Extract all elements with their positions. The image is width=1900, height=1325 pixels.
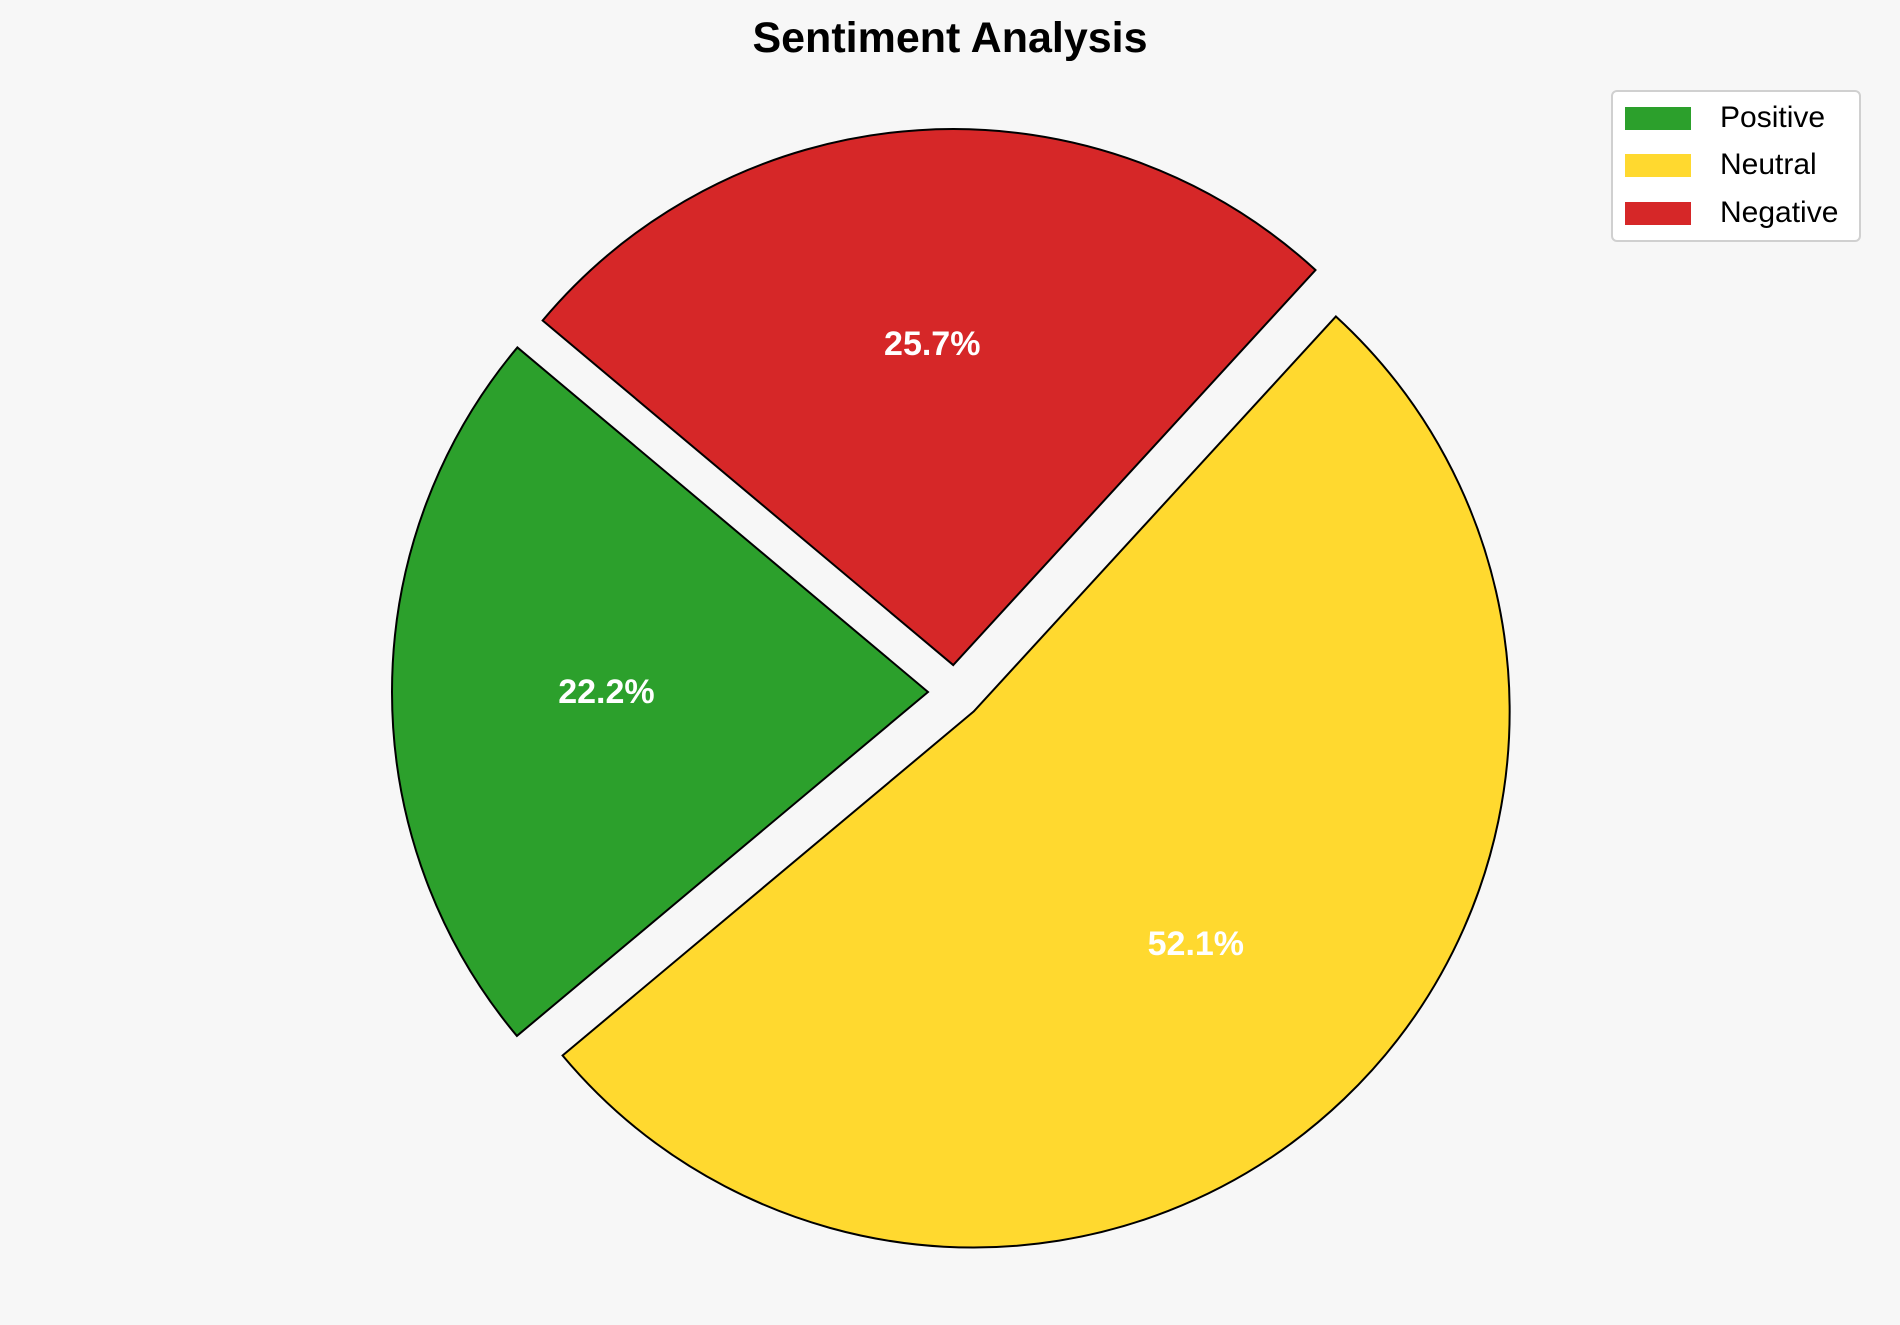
legend-label-positive: Positive — [1720, 101, 1826, 134]
legend: Positive Neutral Negative — [1611, 90, 1861, 242]
pie-label-positive: 22.2% — [558, 673, 654, 711]
legend-label-neutral: Neutral — [1720, 148, 1817, 181]
legend-swatch-negative — [1625, 201, 1691, 225]
pie-label-negative: 25.7% — [884, 325, 980, 363]
legend-swatch-neutral — [1625, 153, 1691, 177]
pie-slice-neutral — [561, 315, 1511, 1249]
chart-title: Sentiment Analysis — [752, 14, 1148, 62]
legend-swatch-positive — [1625, 106, 1691, 130]
pie-label-neutral: 52.1% — [1148, 925, 1244, 963]
pie-slice-positive — [391, 346, 930, 1038]
legend-label-negative: Negative — [1720, 196, 1839, 229]
legend-item-positive: Positive — [1625, 101, 1826, 134]
pie-slice-negative — [541, 128, 1317, 667]
legend-item-negative: Negative — [1625, 196, 1839, 229]
legend-item-neutral: Neutral — [1625, 148, 1817, 181]
